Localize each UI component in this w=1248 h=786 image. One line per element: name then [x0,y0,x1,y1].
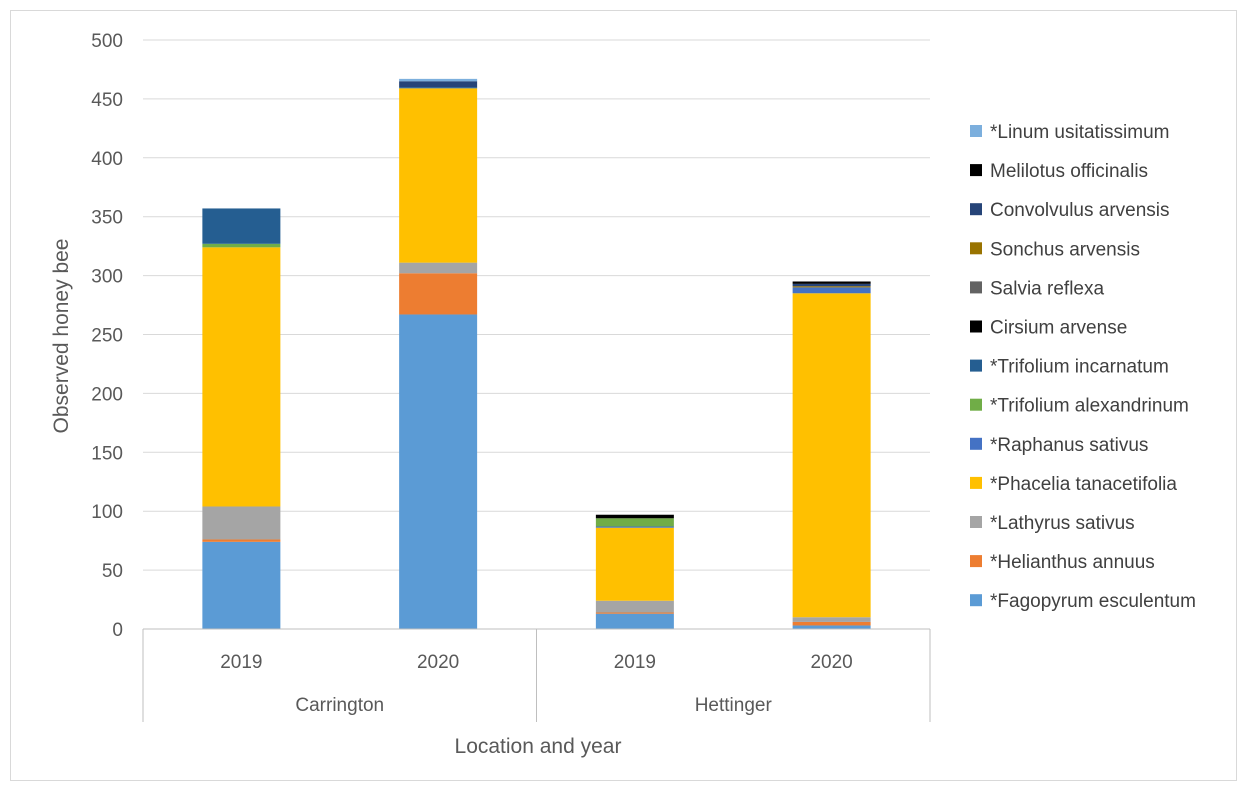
legend-label: Melilotus officinalis [990,161,1148,182]
bar-segment [595,600,674,613]
bar-segment [595,518,674,527]
bar-segment [202,243,281,248]
legend-label: *Lathyrus sativus [990,513,1135,534]
bar-segment [792,293,871,618]
legend-swatch [970,125,982,137]
bar-segment [792,281,871,284]
legend-label: *Trifolium alexandrinum [990,396,1189,417]
bar-segment [399,87,478,89]
y-tick-label: 450 [91,90,123,111]
bar-segment [399,81,478,88]
bar-segment [792,625,871,629]
bar-segment [399,262,478,274]
bar-segment [202,506,281,540]
legend-swatch [970,203,982,216]
legend-swatch [970,555,982,568]
bar-segment [202,541,281,629]
bar-segment [202,247,281,507]
legend-label: *Fagopyrum esculentum [990,591,1196,612]
legend-swatch [970,164,982,177]
bar-segment [595,514,674,519]
legend-swatch [970,516,982,528]
legend-label: Convolvulus arvensis [990,200,1170,221]
x-tick-label: 2019 [220,652,262,673]
legend-label: Sonchus arvensis [990,239,1140,260]
x-tick-label: 2019 [614,652,656,673]
legend-swatch [970,320,982,333]
bar-segment [202,539,281,542]
y-tick-label: 350 [91,208,123,229]
bar-segment [595,612,674,614]
x-group-label: Carrington [295,695,384,716]
axes: 0 50 100 150 200 250 300 350 400 450 500 2019 2020 Ca… [91,31,931,722]
y-tick-label: 500 [91,31,123,52]
legend-swatch [970,398,982,411]
legend-swatch [970,281,982,294]
x-axis-title: Location and year [455,735,622,758]
legend-label: *Raphanus sativus [990,435,1148,456]
bar-segment [202,208,281,244]
y-tick-label: 300 [91,267,123,288]
bar-segment [595,527,674,601]
y-tick-label: 250 [91,326,123,347]
x-tick-label: 2020 [417,652,459,673]
bar-segment [399,273,478,315]
bar-segment [399,88,478,263]
legend-label: *Phacelia tanacetifolia [990,474,1177,495]
bars [202,78,871,629]
legend-swatch [970,594,982,607]
y-tick-label: 400 [91,149,123,170]
legend-label: Cirsium arvense [990,318,1127,339]
bar-segment [792,617,871,622]
y-tick-label: 0 [112,620,123,641]
bar-segment [595,613,674,629]
legend-swatch [970,359,982,372]
legend-swatch [970,242,982,255]
bar-segment [595,526,674,528]
x-group-label: Hettinger [695,695,773,716]
bar-segment [399,314,478,629]
legend-label: Salvia reflexa [990,278,1104,299]
y-tick-label: 100 [91,502,123,523]
x-tick-label: 2020 [810,652,852,673]
legend-label: *Helianthus annuus [990,552,1155,573]
bar-segment [792,287,871,294]
legend-swatch [970,476,982,489]
legend-label: *Trifolium incarnatum [990,357,1169,378]
legend-label: *Linum usitatissimum [990,122,1170,143]
y-tick-label: 50 [102,561,123,582]
y-tick-label: 200 [91,384,123,405]
bar-segment [792,286,871,288]
bar-segment [792,283,871,287]
legend-swatch [970,437,982,450]
y-axis-title: Observed honey bee [50,239,73,434]
bar-segment [399,78,478,82]
legend: *Linum usitatissimum Melilotus officinali… [970,122,1196,612]
bar-segment [792,621,871,626]
y-tick-label: 150 [91,443,123,464]
